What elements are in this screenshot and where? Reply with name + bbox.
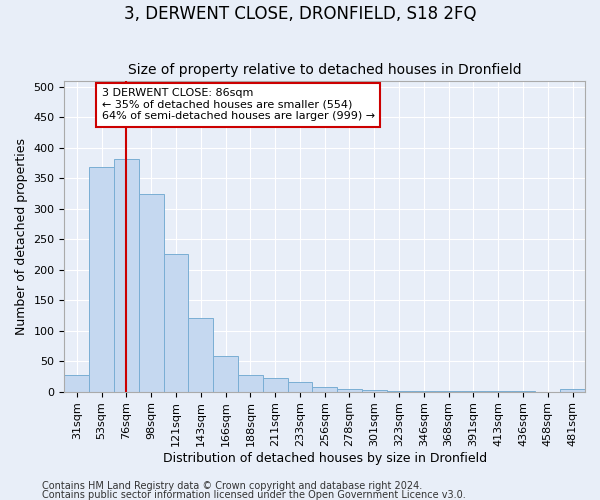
Bar <box>213 356 238 392</box>
Bar <box>436 391 461 392</box>
Text: Contains HM Land Registry data © Crown copyright and database right 2024.: Contains HM Land Registry data © Crown c… <box>42 481 422 491</box>
Text: Contains public sector information licensed under the Open Government Licence v3: Contains public sector information licen… <box>42 490 466 500</box>
X-axis label: Distribution of detached houses by size in Dronfield: Distribution of detached houses by size … <box>163 452 487 465</box>
Y-axis label: Number of detached properties: Number of detached properties <box>15 138 28 335</box>
Bar <box>263 378 287 392</box>
Bar <box>511 391 535 392</box>
Bar <box>337 388 362 392</box>
Bar <box>188 318 213 392</box>
Text: 3, DERWENT CLOSE, DRONFIELD, S18 2FQ: 3, DERWENT CLOSE, DRONFIELD, S18 2FQ <box>124 5 476 23</box>
Bar <box>560 388 585 392</box>
Bar <box>64 374 89 392</box>
Bar <box>362 390 386 392</box>
Bar <box>313 388 337 392</box>
Bar <box>461 391 486 392</box>
Bar <box>386 391 412 392</box>
Bar <box>287 382 313 392</box>
Bar <box>238 375 263 392</box>
Bar <box>412 391 436 392</box>
Title: Size of property relative to detached houses in Dronfield: Size of property relative to detached ho… <box>128 63 521 77</box>
Bar <box>89 168 114 392</box>
Bar <box>486 391 511 392</box>
Bar <box>164 254 188 392</box>
Bar <box>114 159 139 392</box>
Text: 3 DERWENT CLOSE: 86sqm
← 35% of detached houses are smaller (554)
64% of semi-de: 3 DERWENT CLOSE: 86sqm ← 35% of detached… <box>101 88 375 122</box>
Bar <box>139 194 164 392</box>
